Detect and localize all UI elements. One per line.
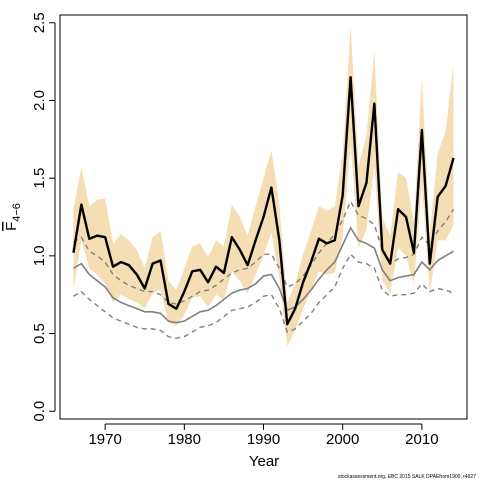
y-axis-title: F4−6 xyxy=(3,203,23,231)
x-axis-title: Year xyxy=(249,453,279,470)
y-tick-label-3: 1.5 xyxy=(31,168,48,189)
x-tick-label-1990: 1990 xyxy=(247,431,280,448)
y-axis-title-main: F xyxy=(3,222,20,231)
comparison-lower-line xyxy=(73,253,454,339)
y-tick-label-4: 2.0 xyxy=(31,90,48,111)
y-axis: 0.0 0.5 1.0 1.5 2.0 2.5 xyxy=(31,12,56,422)
y-tick-label-1: 0.5 xyxy=(31,323,48,344)
credit-text: stockassessment.org, EBC 2015 SALK DPAEf… xyxy=(338,474,476,480)
plot-frame xyxy=(59,14,468,420)
plot-area xyxy=(72,25,455,346)
estimate-confidence-band xyxy=(73,25,454,346)
x-tick-label-2010: 2010 xyxy=(405,431,438,448)
y-tick-label-2: 1.0 xyxy=(31,245,48,266)
x-tick-label-2000: 2000 xyxy=(326,431,359,448)
y-axis-title-subscript: 4−6 xyxy=(11,203,23,222)
estimate-line xyxy=(72,75,455,326)
comparison-line xyxy=(73,226,454,324)
y-tick-label-5: 2.5 xyxy=(31,12,48,33)
x-tick-label-1970: 1970 xyxy=(88,431,121,448)
y-tick-label-0: 0.0 xyxy=(31,401,48,422)
x-axis: 1970 1980 1990 2000 2010 xyxy=(88,423,439,448)
x-tick-label-1980: 1980 xyxy=(168,431,201,448)
svg-text:F4−6: F4−6 xyxy=(3,203,23,231)
